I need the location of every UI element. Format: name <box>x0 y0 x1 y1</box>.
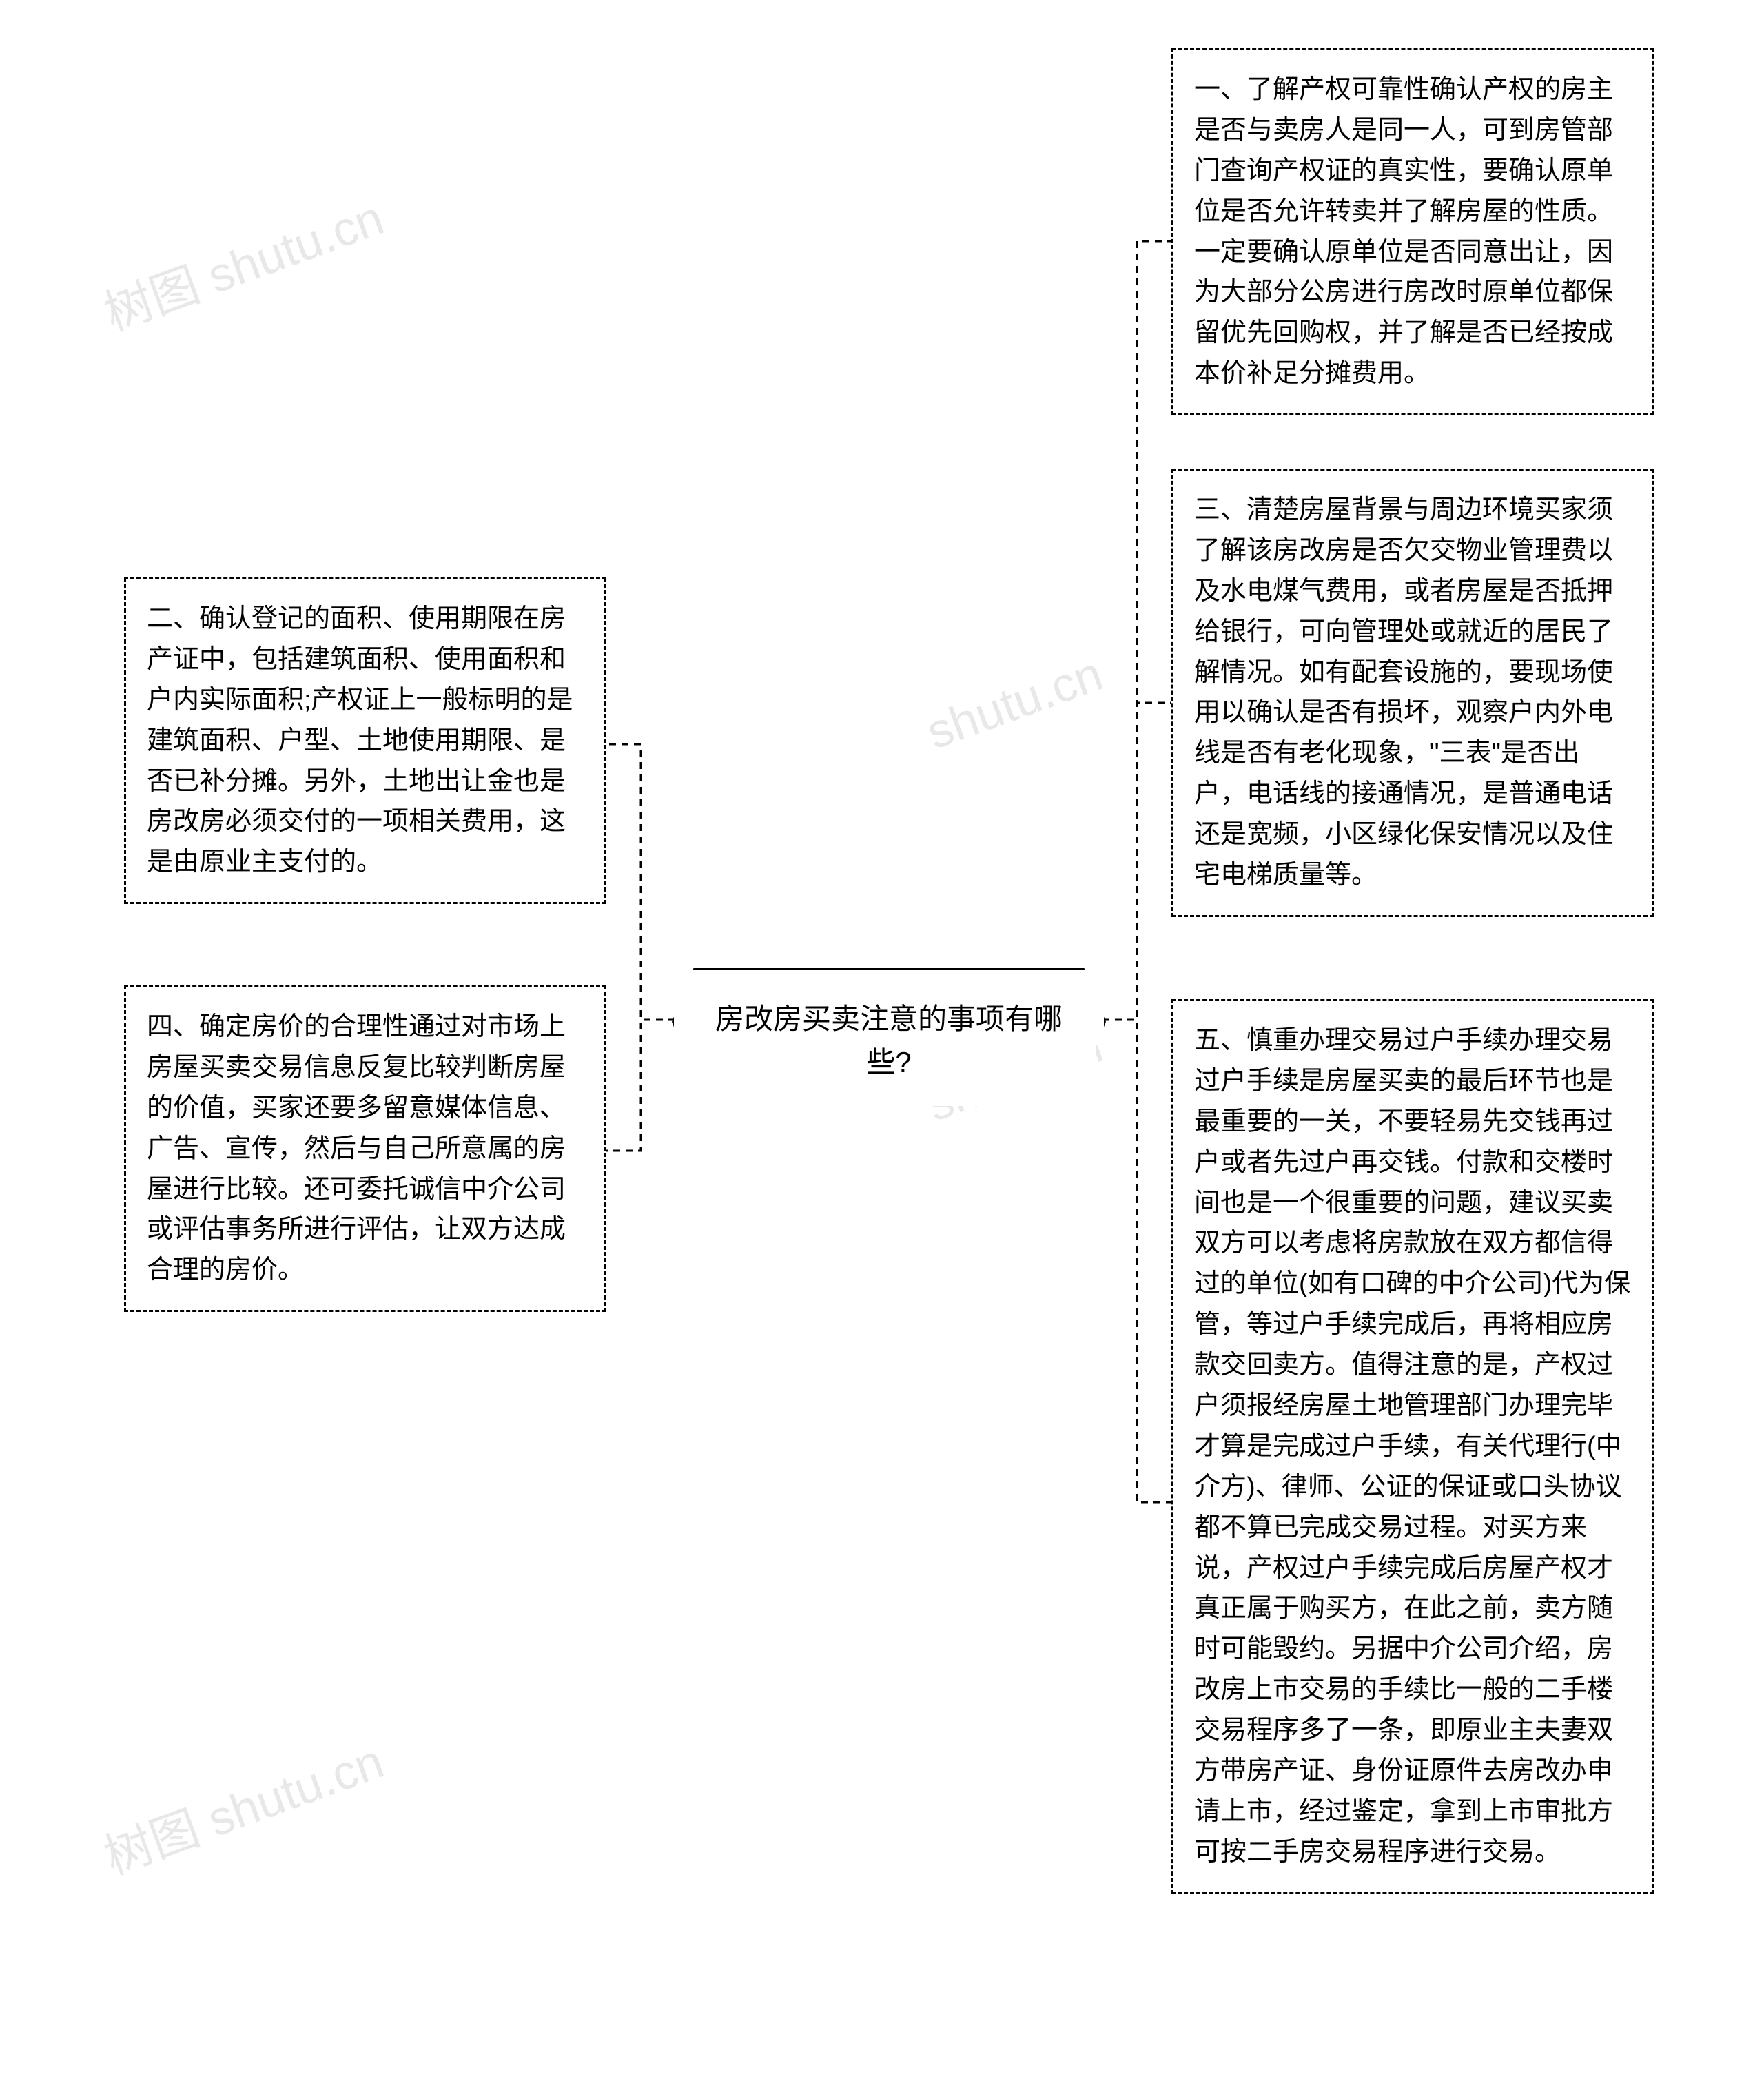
node-item5-text: 五、慎重办理交易过户手续办理交易过户手续是房屋买卖的最后环节也是最重要的一关，不… <box>1194 1026 1630 1867</box>
node-item4: 四、确定房价的合理性通过对市场上房屋买卖交易信息反复比较判断房屋的价值，买家还要… <box>124 985 606 1312</box>
watermark: shutu.cn <box>919 646 1109 760</box>
node-item4-text: 四、确定房价的合理性通过对市场上房屋买卖交易信息反复比较判断房屋的价值，买家还要… <box>147 1012 566 1284</box>
node-item5: 五、慎重办理交易过户手续办理交易过户手续是房屋买卖的最后环节也是最重要的一关，不… <box>1171 999 1654 1894</box>
node-item1: 一、了解产权可靠性确认产权的房主是否与卖房人是同一人，可到房管部门查询产权证的真… <box>1171 48 1654 415</box>
center-node-text: 房改房买卖注意的事项有哪些? <box>715 1003 1063 1078</box>
node-item2: 二、确认登记的面积、使用期限在房产证中，包括建筑面积、使用面积和户内实际面积;产… <box>124 577 606 904</box>
node-item3-text: 三、清楚房屋背景与周边环境买家须了解该房改房是否欠交物业管理费以及水电煤气费用，… <box>1194 495 1613 890</box>
node-item1-text: 一、了解产权可靠性确认产权的房主是否与卖房人是同一人，可到房管部门查询产权证的真… <box>1194 75 1613 388</box>
watermark: 树图 shutu.cn <box>94 180 392 345</box>
node-item2-text: 二、确认登记的面积、使用期限在房产证中，包括建筑面积、使用面积和户内实际面积;产… <box>147 604 573 876</box>
node-item3: 三、清楚房屋背景与周边环境买家须了解该房改房是否欠交物业管理费以及水电煤气费用，… <box>1171 469 1654 917</box>
center-node: 房改房买卖注意的事项有哪些? <box>682 975 1096 1106</box>
watermark: 树图 shutu.cn <box>94 1723 392 1889</box>
